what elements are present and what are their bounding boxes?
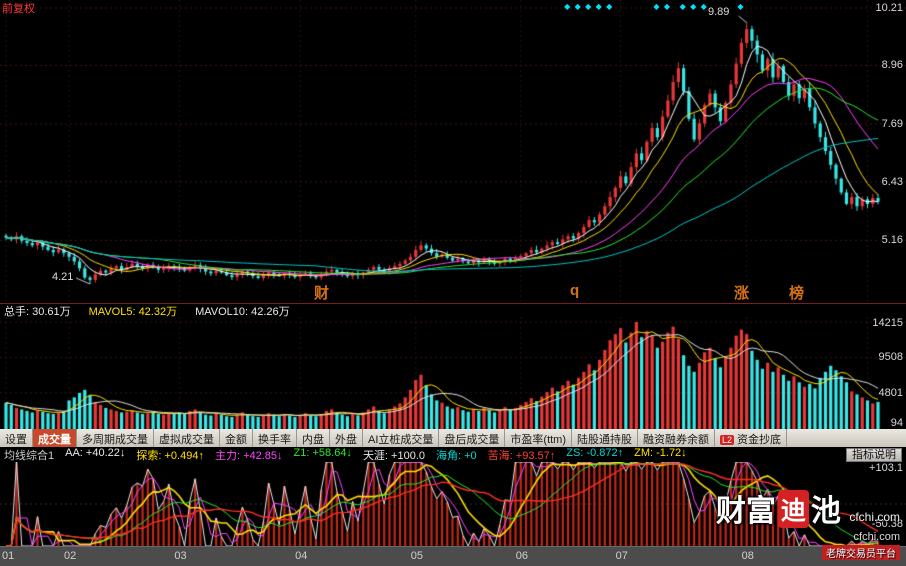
time-label-01: 01 [2, 550, 15, 562]
tab-virtual-volume[interactable]: 虚拟成交量 [154, 429, 220, 447]
indicator-metric-4: 天涯: +100.0 [362, 449, 426, 462]
volume-axis-label: 94 [890, 417, 903, 429]
price-axis-label: 7.69 [881, 118, 903, 130]
signal-diamond-icon: ◆ [564, 2, 571, 11]
time-label-05: 05 [410, 550, 423, 562]
volume-header: 总手: 30.61万 MAVOL5: 42.32万 MAVOL10: 42.26… [0, 304, 906, 318]
indicator-tab-bar: 设置 成交量 多周期成交量 虚拟成交量 金额 换手率 内盘 外盘 AI立桩成交量 盘后成交量 市盈率… [0, 429, 906, 447]
time-label-02: 02 [64, 550, 77, 562]
indicator-metric-0: AA: +40.22↓ [65, 446, 126, 459]
main-chart-pane: 前复权 10.21 8.96 7.69 6.43 5.16 9.89 4.21 … [0, 0, 906, 303]
indicator-metric-8: ZM: -1.72↓ [634, 446, 687, 459]
pane-divider [0, 303, 906, 304]
tab-after-hours-volume[interactable]: 盘后成交量 [439, 429, 506, 447]
tab-northbound-holdings[interactable]: 陆股通持股 [572, 429, 639, 447]
chart-watermark-char: 财 [314, 285, 330, 302]
brand-text: 财富 [715, 495, 776, 528]
signal-diamond-icon: ◆ [574, 2, 581, 11]
volume-axis-label: 4801 [878, 387, 903, 399]
chart-watermark-char: q [570, 282, 580, 299]
signal-diamond-icon: ◆ [653, 2, 660, 11]
time-label-03: 03 [174, 550, 187, 562]
indicator-axis-label: -50.38 [871, 518, 903, 530]
time-axis[interactable]: 010203040506070809 [0, 546, 906, 566]
tab-volume[interactable]: 成交量 [33, 429, 77, 447]
tab-ai-volume[interactable]: AI立桩成交量 [363, 429, 440, 447]
price-axis-label: 5.16 [881, 234, 903, 246]
signal-diamond-icon: ◆ [585, 2, 592, 11]
tab-margin-balance[interactable]: 融资融券余额 [638, 429, 716, 447]
indicator-metric-5: 海角: +0 [436, 449, 477, 462]
signal-diamond-icon: ◆ [737, 2, 744, 11]
indicator-metric-6: 苦海: +93.57↑ [487, 449, 556, 462]
indicator-pane: +103.1 -50.38 [0, 462, 906, 546]
indicator-metric-3: Z1: +58.64↓ [293, 446, 352, 459]
volume-total-label: 总手: 30.61万 [4, 305, 71, 318]
adjust-mode-label[interactable]: 前复权 [2, 3, 35, 15]
signal-diamond-icon: ◆ [690, 2, 697, 11]
indicator-metric-1: 探索: +0.494↑ [136, 449, 204, 462]
volume-canvas[interactable] [0, 317, 906, 429]
time-label-08: 08 [741, 550, 754, 562]
indicator-name[interactable]: 均线综合1 [4, 449, 55, 462]
tab-inner-volume[interactable]: 内盘 [297, 429, 330, 447]
low-price-annotation: 4.21 [52, 271, 74, 283]
chart-watermark-char: 榜 [789, 285, 805, 302]
price-axis-label: 6.43 [881, 176, 903, 188]
volume-pane: 14215 9508 4801 94 [0, 317, 906, 429]
tab-turnover-rate[interactable]: 换手率 [253, 429, 297, 447]
mavol10-label: MAVOL10: 42.26万 [195, 305, 290, 318]
tab-amount[interactable]: 金额 [220, 429, 253, 447]
indicator-metric-7: ZS: -0.872↑ [566, 446, 624, 459]
site-watermark: 财富迪池 cfchi.com cfchi.com 老牌交易员平台 [716, 486, 900, 560]
time-label-07: 07 [615, 550, 628, 562]
brand-domain-repeat: cfchi.com [853, 531, 900, 543]
brand-text: 池 [810, 495, 841, 528]
tab-pe-ttm[interactable]: 市盈率(ttm) [505, 429, 573, 447]
signal-diamond-icon: ◆ [606, 2, 613, 11]
high-price-annotation: 9.89 [708, 6, 730, 18]
indicator-axis-label: +103.1 [869, 462, 903, 474]
indicator-header: 均线综合1 AA: +40.22↓ 探索: +0.494↑ 主力: +42.85↓ Z… [0, 447, 906, 462]
signal-diamond-icon: ◆ [595, 2, 602, 11]
brand-logo-icon: 迪 [777, 490, 809, 528]
indicator-canvas[interactable] [0, 462, 906, 546]
signal-diamond-icon: ◆ [663, 2, 671, 11]
brand-tagline: 老牌交易员平台 [822, 545, 900, 560]
volume-axis-label: 9508 [878, 351, 903, 363]
indicator-metric-2: 主力: +42.85↓ [214, 449, 283, 462]
l2-badge: L2 [720, 435, 735, 445]
tab-outer-volume[interactable]: 外盘 [330, 429, 363, 447]
kline-canvas[interactable] [0, 0, 906, 303]
time-label-04: 04 [295, 550, 308, 562]
tab-settings[interactable]: 设置 [0, 429, 33, 447]
brand-domain: cfchi.com [849, 510, 900, 524]
indicator-help-button[interactable]: 指标说明 [846, 448, 902, 462]
tab-multi-period-volume[interactable]: 多周期成交量 [77, 429, 154, 447]
signal-diamond-icon: ◆ [700, 2, 707, 11]
mavol5-label: MAVOL5: 42.32万 [88, 305, 178, 318]
time-label-06: 06 [515, 550, 529, 562]
signal-diamond-icon: ◆ [679, 2, 686, 11]
tab-fund-bottom[interactable]: L2 资金抄底 [715, 429, 788, 447]
price-axis-label: 8.96 [881, 59, 903, 71]
chart-watermark-char: 涨 [734, 285, 750, 302]
price-axis-label: 10.21 [875, 2, 903, 14]
indicator-metrics: AA: +40.22↓ 探索: +0.494↑ 主力: +42.85↓ Z1: +58… [65, 447, 687, 463]
volume-axis-label: 14215 [872, 317, 903, 329]
